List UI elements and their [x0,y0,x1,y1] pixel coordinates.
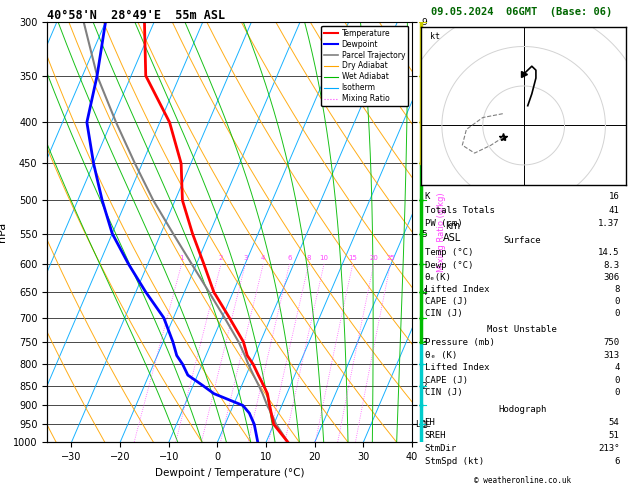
Text: Totals Totals: Totals Totals [425,206,494,215]
Y-axis label: hPa: hPa [0,222,8,242]
Text: 09.05.2024  06GMT  (Base: 06): 09.05.2024 06GMT (Base: 06) [431,7,613,17]
Text: 0: 0 [615,309,620,318]
Text: 0: 0 [615,376,620,385]
Text: 306: 306 [603,273,620,282]
Text: 8.3: 8.3 [603,260,620,270]
Text: 14.5: 14.5 [598,248,620,258]
Text: Surface: Surface [503,236,541,245]
Text: CIN (J): CIN (J) [425,309,462,318]
Text: EH: EH [425,418,435,427]
Text: 15: 15 [348,255,357,261]
Text: 213°: 213° [598,444,620,453]
Text: 25: 25 [386,255,395,261]
Text: 54: 54 [609,418,620,427]
Text: 10: 10 [320,255,328,261]
Text: Pressure (mb): Pressure (mb) [425,338,494,347]
X-axis label: Dewpoint / Temperature (°C): Dewpoint / Temperature (°C) [155,468,304,478]
Text: θₑ (K): θₑ (K) [425,350,457,360]
Text: 1.37: 1.37 [598,220,620,228]
Text: kt: kt [430,32,440,40]
Text: K: K [425,192,430,201]
Text: 4: 4 [261,255,265,261]
Text: Most Unstable: Most Unstable [487,326,557,334]
Text: 6: 6 [287,255,292,261]
Text: 4: 4 [615,363,620,372]
Legend: Temperature, Dewpoint, Parcel Trajectory, Dry Adiabat, Wet Adiabat, Isotherm, Mi: Temperature, Dewpoint, Parcel Trajectory… [321,26,408,106]
Text: LCL: LCL [415,420,430,429]
Text: © weatheronline.co.uk: © weatheronline.co.uk [474,476,571,485]
Y-axis label: km
ASL: km ASL [443,221,462,243]
Text: Lifted Index: Lifted Index [425,285,489,294]
Text: 8: 8 [306,255,311,261]
Text: 20: 20 [369,255,378,261]
Text: 8: 8 [615,285,620,294]
Text: Hodograph: Hodograph [498,405,546,414]
Text: 3: 3 [243,255,248,261]
Text: CAPE (J): CAPE (J) [425,376,467,385]
Text: Lifted Index: Lifted Index [425,363,489,372]
Text: 1: 1 [179,255,184,261]
Text: Dewp (°C): Dewp (°C) [425,260,473,270]
Text: Mixing Ratio (g/kg): Mixing Ratio (g/kg) [437,192,446,272]
Text: 16: 16 [609,192,620,201]
Text: 0: 0 [615,297,620,306]
Text: 51: 51 [609,431,620,440]
Text: StmSpd (kt): StmSpd (kt) [425,457,484,467]
Text: SREH: SREH [425,431,446,440]
Text: 40°58'N  28°49'E  55m ASL: 40°58'N 28°49'E 55m ASL [47,9,225,22]
Text: CAPE (J): CAPE (J) [425,297,467,306]
Text: 6: 6 [615,457,620,467]
Text: 41: 41 [609,206,620,215]
Text: 750: 750 [603,338,620,347]
Text: PW (cm): PW (cm) [425,220,462,228]
Text: Temp (°C): Temp (°C) [425,248,473,258]
Text: StmDir: StmDir [425,444,457,453]
Text: 313: 313 [603,350,620,360]
Text: CIN (J): CIN (J) [425,388,462,397]
Text: θₑ(K): θₑ(K) [425,273,452,282]
Text: 0: 0 [615,388,620,397]
Text: 2: 2 [219,255,223,261]
